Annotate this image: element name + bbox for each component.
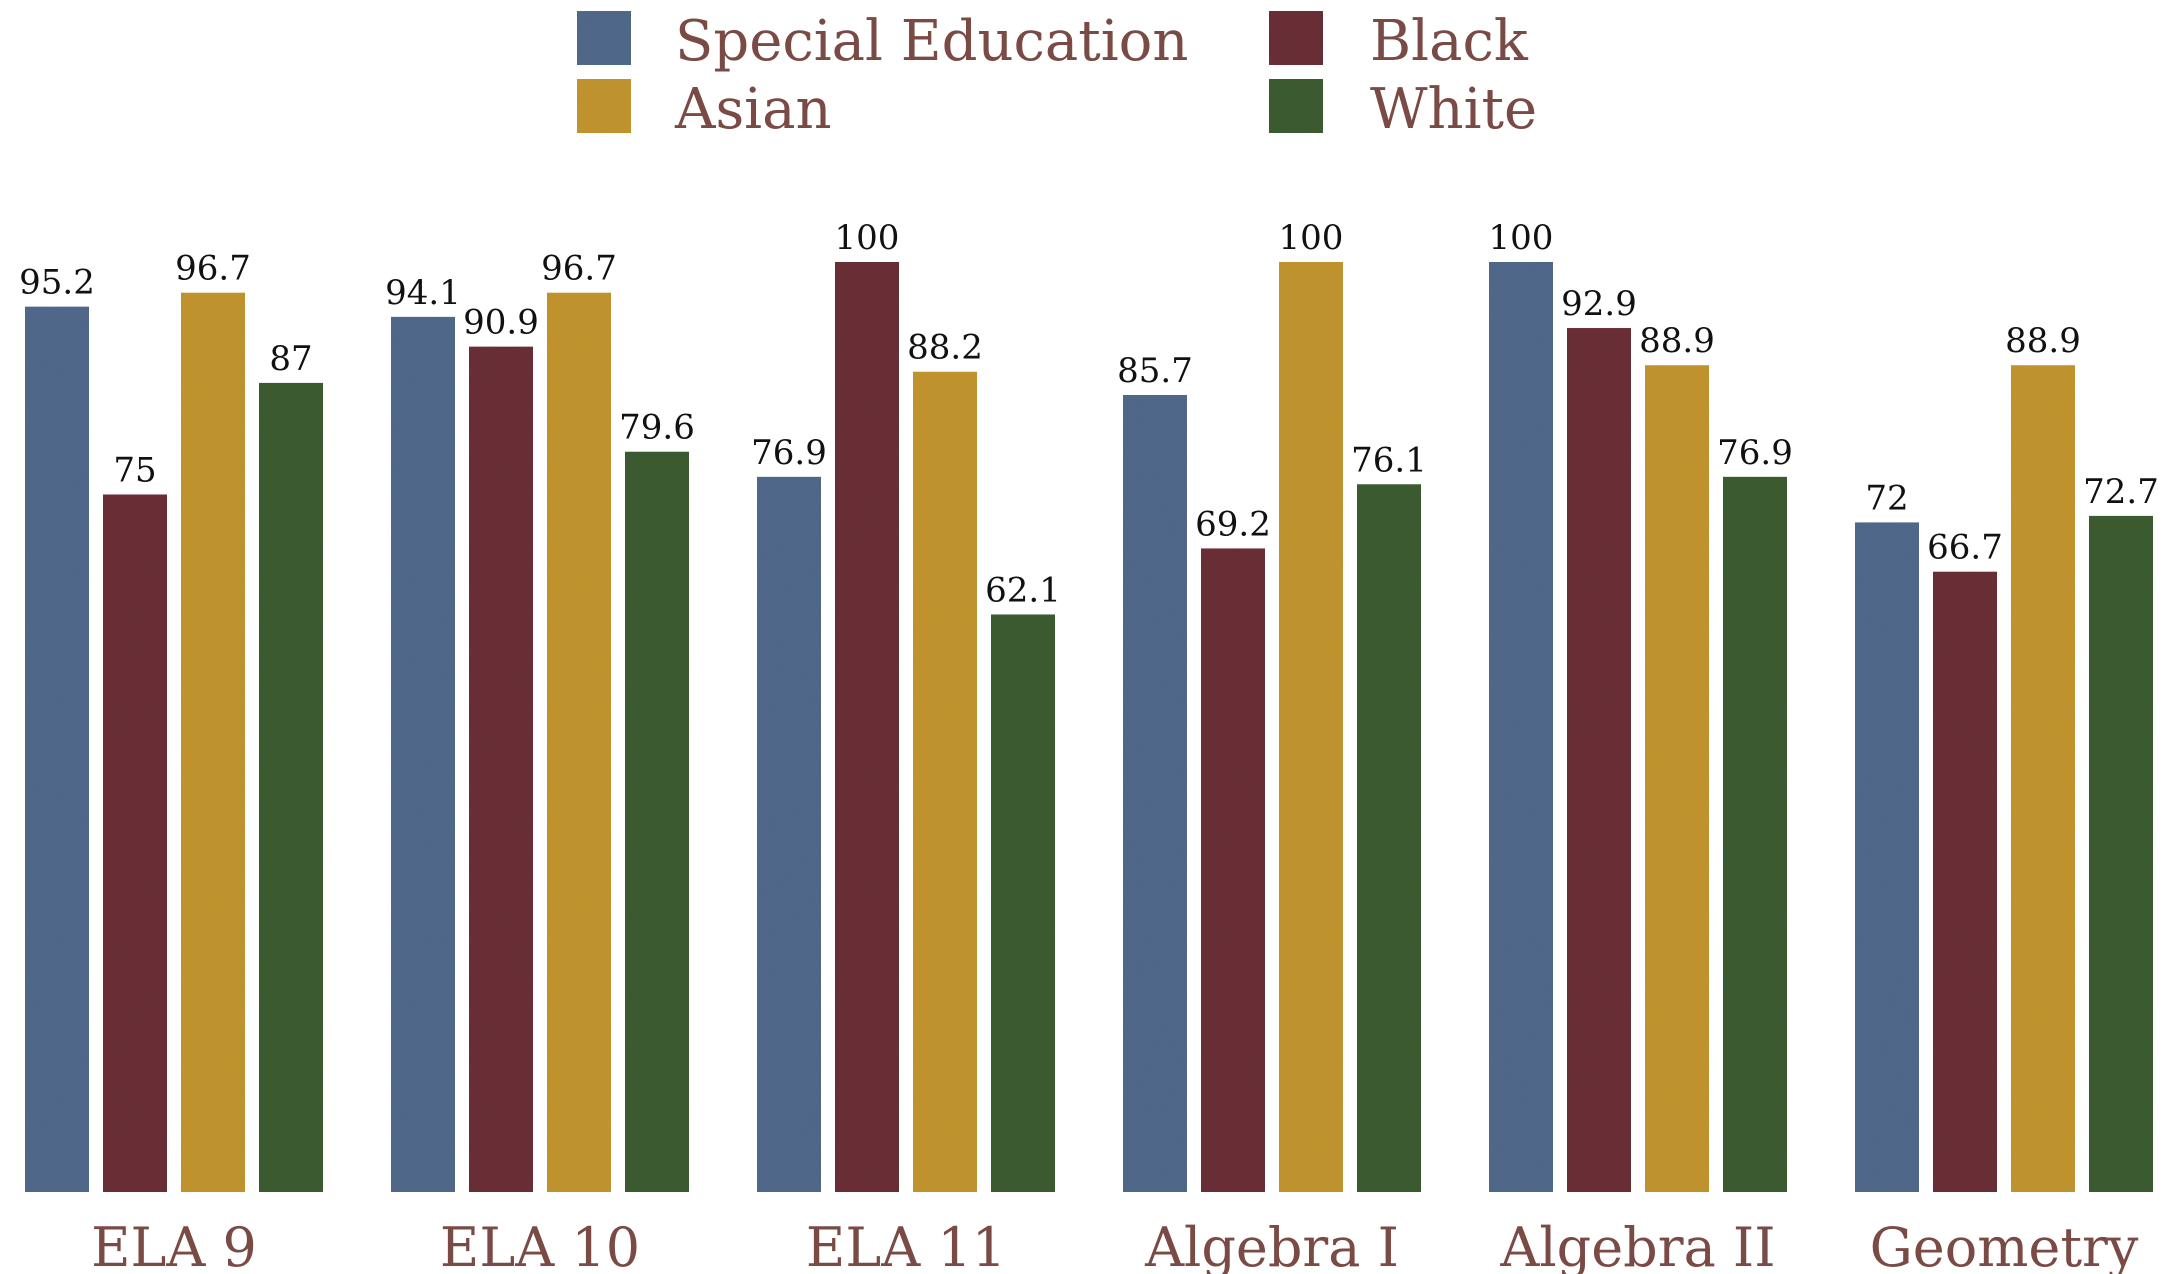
x-tick-label-2: ELA 11: [806, 1216, 1006, 1274]
bar-asian-4: [1645, 365, 1709, 1193]
bar-white-1: [625, 451, 689, 1193]
data-label-white-1: 79.6: [619, 408, 695, 448]
bar-special-education-5: [1855, 522, 1919, 1192]
bar-asian-3: [1279, 262, 1343, 1192]
bar-special-education-3: [1123, 394, 1187, 1192]
bar-special-education-4: [1489, 262, 1553, 1192]
bar-white-5: [2089, 515, 2153, 1192]
data-label-special-education-3: 85.7: [1117, 351, 1193, 391]
data-label-black-0: 75: [113, 451, 156, 491]
data-label-white-4: 76.9: [1717, 433, 1793, 473]
legend-label-asian: Asian: [674, 77, 832, 142]
x-tick-label-3: Algebra I: [1144, 1216, 1399, 1274]
data-label-black-5: 66.7: [1927, 528, 2003, 568]
legend-swatch-special-education: [577, 11, 631, 65]
data-label-special-education-0: 95.2: [19, 263, 95, 303]
bar-asian-5: [2011, 365, 2075, 1193]
data-label-black-3: 69.2: [1195, 504, 1271, 544]
bar-asian-0: [181, 292, 245, 1192]
legend: Special Education Black Asian White: [577, 9, 1537, 142]
bar-black-3: [1201, 548, 1265, 1192]
data-label-asian-5: 88.9: [2005, 321, 2081, 361]
bar-white-0: [259, 382, 323, 1192]
data-label-special-education-4: 100: [1489, 218, 1554, 258]
data-label-special-education-1: 94.1: [385, 273, 461, 313]
data-label-black-4: 92.9: [1561, 284, 1637, 324]
bar-black-2: [835, 262, 899, 1192]
category-labels-group: ELA 9 ELA 10 ELA 11 Algebra I Algebra II Geom…: [91, 1216, 2139, 1274]
data-label-white-0: 87: [269, 339, 312, 379]
bar-white-2: [991, 614, 1055, 1192]
data-label-white-2: 62.1: [985, 570, 1061, 610]
value-labels-group: 95.27596.78794.190.996.779.676.910088.26…: [19, 218, 2159, 610]
legend-label-black: Black: [1370, 9, 1529, 74]
x-tick-label-5: Geometry: [1870, 1216, 2139, 1274]
bar-asian-2: [913, 371, 977, 1192]
data-label-asian-1: 96.7: [541, 249, 617, 289]
legend-label-white: White: [1370, 77, 1537, 142]
bar-special-education-2: [757, 476, 821, 1193]
bar-white-3: [1357, 484, 1421, 1192]
legend-swatch-black: [1269, 11, 1323, 65]
data-label-asian-0: 96.7: [175, 249, 251, 289]
data-label-black-1: 90.9: [463, 303, 539, 343]
legend-swatch-white: [1269, 79, 1323, 133]
bar-special-education-1: [391, 316, 455, 1192]
data-label-asian-3: 100: [1279, 218, 1344, 258]
bar-special-education-0: [25, 306, 89, 1192]
bar-black-4: [1567, 328, 1631, 1192]
x-tick-label-1: ELA 10: [440, 1216, 640, 1274]
bars-group: [25, 262, 2153, 1193]
legend-label-special-education: Special Education: [675, 9, 1188, 74]
bar-black-5: [1933, 571, 1997, 1192]
data-label-white-5: 72.7: [2083, 472, 2159, 512]
data-label-special-education-2: 76.9: [751, 433, 827, 473]
data-label-asian-4: 88.9: [1639, 321, 1715, 361]
bar-asian-1: [547, 292, 611, 1192]
x-tick-label-4: Algebra II: [1499, 1216, 1775, 1274]
x-tick-label-0: ELA 9: [91, 1216, 257, 1274]
data-label-asian-2: 88.2: [907, 328, 983, 368]
data-label-black-2: 100: [835, 218, 900, 258]
data-label-white-3: 76.1: [1351, 440, 1427, 480]
bar-black-0: [103, 494, 167, 1192]
data-label-special-education-5: 72: [1865, 478, 1908, 518]
bar-black-1: [469, 346, 533, 1192]
bar-white-4: [1723, 476, 1787, 1193]
legend-swatch-asian: [577, 79, 631, 133]
